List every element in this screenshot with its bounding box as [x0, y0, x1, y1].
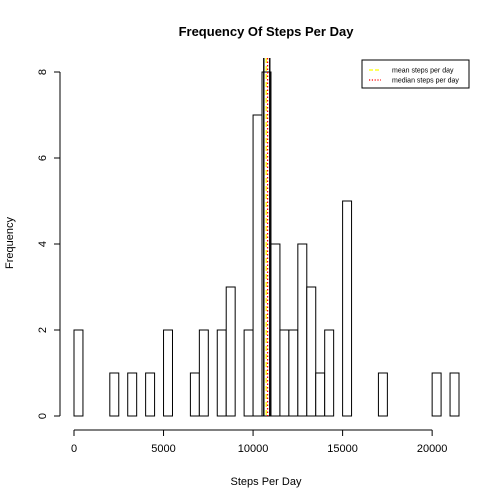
histogram-bar-13 — [189, 372, 200, 417]
histogram-bar-40 — [431, 372, 442, 417]
histogram-bar-16 — [216, 329, 227, 417]
x-tick-label-1: 5000 — [151, 443, 175, 455]
histogram-bar-26 — [306, 286, 317, 417]
histogram-bar-6 — [127, 372, 138, 417]
y-tick-label-1: 2 — [37, 327, 49, 333]
histogram-bar-8 — [145, 372, 156, 417]
reference-lines — [263, 58, 271, 416]
legend-box — [361, 59, 470, 89]
histogram-bar-14 — [198, 329, 209, 417]
legend-entry-1: median steps per day — [392, 78, 459, 85]
histogram-bar-30 — [342, 200, 353, 417]
legend-entry-0: mean steps per day — [392, 68, 454, 75]
histogram-bar-19 — [243, 329, 254, 417]
x-axis-label: Steps Per Day — [231, 476, 302, 488]
chart-title: Frequency Of Steps Per Day — [179, 24, 355, 39]
x-tick-label-3: 15000 — [327, 443, 358, 455]
y-tick-label-2: 4 — [37, 241, 49, 247]
y-tick-label-4: 8 — [37, 69, 49, 75]
histogram-bar-27 — [315, 372, 326, 417]
histogram-bar-17 — [225, 286, 236, 417]
histogram-bar-20 — [252, 114, 263, 417]
y-axis: 0 2 4 6 8 — [37, 69, 61, 419]
histogram-bar-42 — [449, 372, 460, 417]
y-axis-label: Frequency — [4, 217, 16, 269]
histogram-bar-23 — [279, 329, 290, 417]
histogram-bar-28 — [324, 329, 335, 417]
x-axis: 0 5000 10000 15000 20000 — [71, 429, 448, 455]
histogram-bar-10 — [163, 329, 173, 417]
histogram-bar-24 — [288, 329, 299, 417]
x-tick-label-4: 20000 — [417, 443, 448, 455]
histogram-bar-25 — [297, 243, 308, 417]
histogram-bar-4 — [109, 372, 120, 417]
histogram-bar-0 — [73, 329, 84, 417]
x-tick-label-2: 10000 — [238, 443, 269, 455]
y-tick-label-0: 0 — [37, 413, 49, 419]
histogram-bars — [73, 71, 460, 417]
y-tick-label-3: 6 — [37, 155, 49, 161]
histogram-bar-34 — [377, 372, 388, 417]
histogram-bar-22 — [270, 243, 281, 417]
x-tick-label-0: 0 — [71, 443, 77, 455]
legend: mean steps per day median steps per day — [361, 59, 470, 89]
